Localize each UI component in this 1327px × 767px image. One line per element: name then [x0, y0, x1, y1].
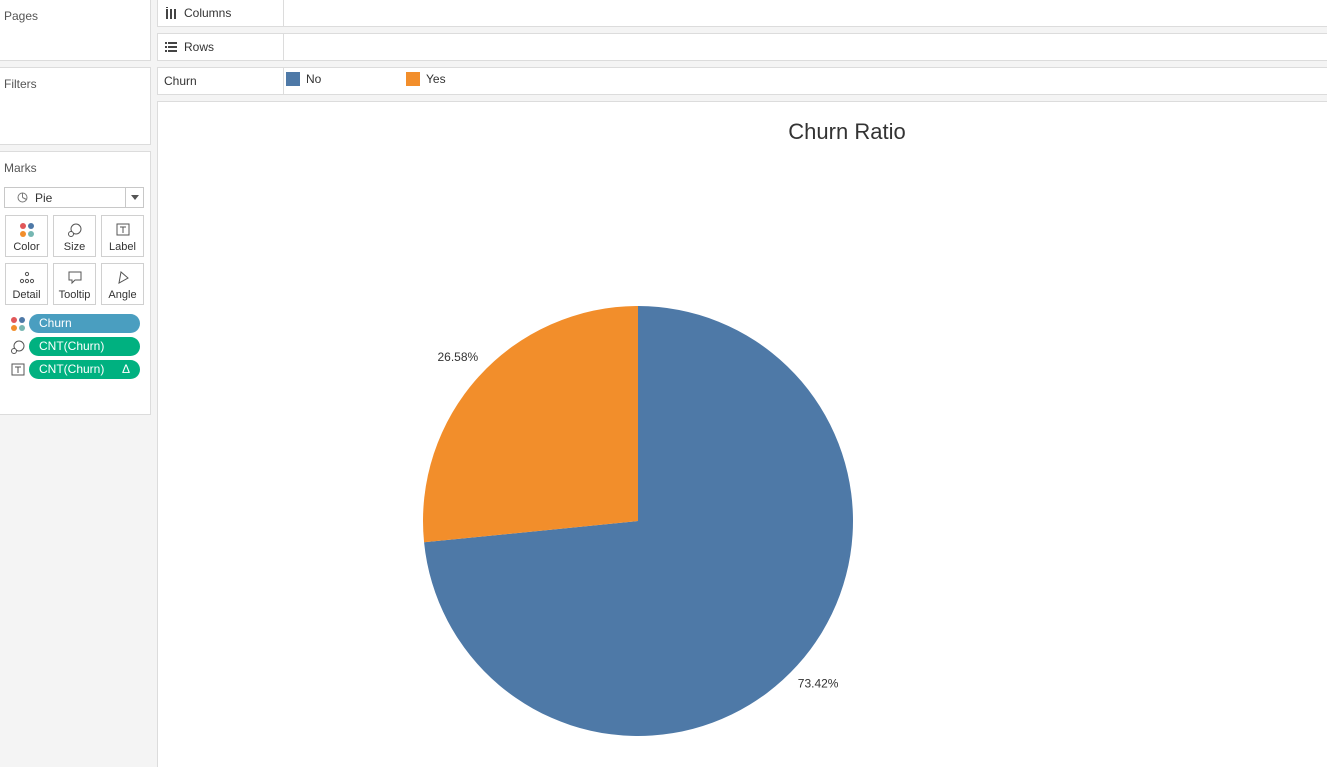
legend-label: Yes [426, 72, 446, 86]
columns-icon [166, 7, 176, 19]
pages-card: Pages [0, 0, 151, 61]
size-icon [68, 223, 82, 237]
shelf-divider [283, 68, 284, 94]
detail-icon [19, 271, 35, 284]
churn-color-pill[interactable]: Churn [29, 314, 140, 333]
color-button-label: Color [13, 241, 40, 253]
cnt-churn-label-pill[interactable]: CNT(Churn) Δ [29, 360, 140, 379]
angle-icon [118, 271, 129, 284]
pie-icon [17, 192, 28, 203]
pill-label: Churn [39, 316, 72, 330]
rows-label: Rows [184, 40, 215, 54]
legend-swatch [406, 72, 420, 86]
mark-type-dropdown[interactable]: Pie [4, 187, 144, 208]
label-icon [11, 363, 25, 376]
color-icon [20, 223, 34, 237]
cnt-churn-size-pill[interactable]: CNT(Churn) [29, 337, 140, 356]
pie-label-no: 73.42% [798, 676, 839, 690]
size-button[interactable]: Size [53, 215, 96, 257]
shelf-divider [283, 0, 284, 26]
label-icon [116, 223, 130, 236]
angle-button[interactable]: Angle [101, 263, 144, 305]
filters-title: Filters [4, 77, 37, 91]
chart-view: Churn Ratio 73.42% 26.58% [157, 101, 1327, 767]
color-button[interactable]: Color [5, 215, 48, 257]
pill-label: CNT(Churn) [39, 362, 105, 376]
legend-swatch [286, 72, 300, 86]
tooltip-icon [68, 271, 82, 285]
shelf-divider [283, 34, 284, 60]
tooltip-button-label: Tooltip [58, 289, 91, 301]
marks-title: Marks [4, 161, 37, 175]
pie-slice-no[interactable] [424, 306, 853, 737]
label-button-label: Label [109, 241, 136, 253]
tooltip-button[interactable]: Tooltip [53, 263, 96, 305]
color-icon [11, 317, 25, 331]
columns-shelf[interactable]: Columns [157, 0, 1327, 27]
table-calc-delta-icon: Δ [121, 362, 130, 376]
chevron-down-icon[interactable] [125, 188, 143, 207]
legend-label: No [306, 72, 322, 86]
detail-button[interactable]: Detail [5, 263, 48, 305]
angle-button-label: Angle [108, 289, 137, 301]
rows-icon [165, 42, 177, 52]
color-legend: Churn No Yes [157, 67, 1327, 95]
pill-label: CNT(Churn) [39, 339, 105, 353]
mark-type-label: Pie [35, 191, 53, 205]
pie-slice-yes[interactable] [423, 306, 638, 543]
legend-field-label: Churn [164, 74, 197, 88]
rows-shelf[interactable]: Rows [157, 33, 1327, 61]
marks-card: Marks Pie Color Size Label [0, 151, 151, 415]
size-icon [11, 340, 25, 354]
detail-button-label: Detail [12, 289, 41, 301]
pages-title: Pages [4, 9, 39, 23]
pie-chart: 73.42% 26.58% [423, 306, 853, 737]
columns-label: Columns [184, 6, 232, 20]
filters-card[interactable]: Filters [0, 67, 151, 145]
pie-label-yes: 26.58% [438, 350, 479, 364]
size-button-label: Size [63, 241, 86, 253]
label-button[interactable]: Label [101, 215, 144, 257]
